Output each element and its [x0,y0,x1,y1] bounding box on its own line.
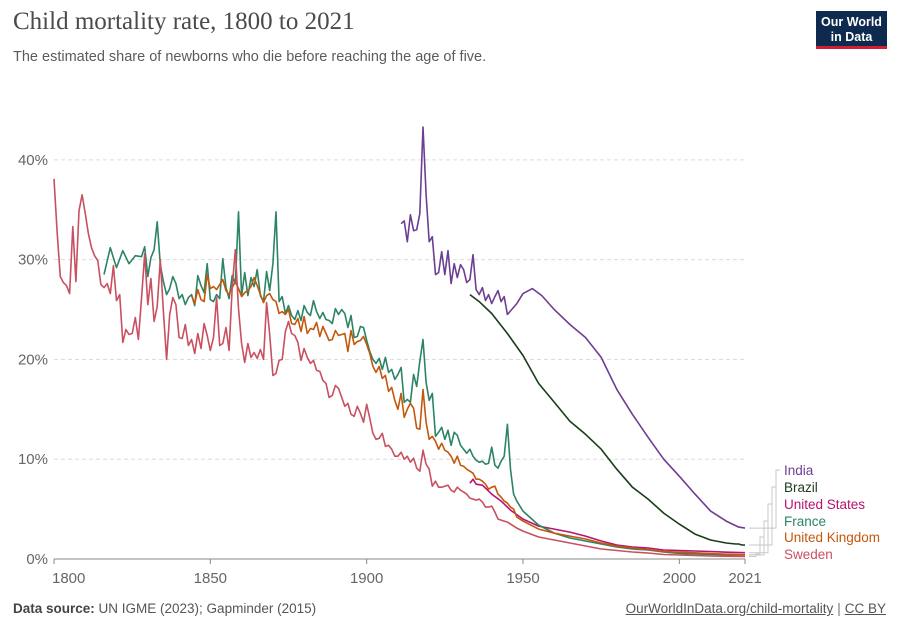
x-tick-label: 1800 [52,570,85,587]
y-tick-label: 0% [26,551,48,568]
legend-connector [749,486,776,546]
legend-label-united-states[interactable]: United States [784,497,865,512]
series-line-france[interactable] [103,211,746,556]
license-link[interactable]: CC BY [844,601,886,616]
y-tick-label: 40% [18,152,48,169]
data-source-label: Data source: [13,601,95,616]
logo-line-2: in Data [830,30,873,44]
y-tick-label: 30% [18,252,48,269]
data-source: Data source: UN IGME (2023); Gapminder (… [13,601,316,616]
legend-connector [749,520,768,556]
legend-label-brazil[interactable]: Brazil [784,480,818,495]
owid-logo[interactable]: Our World in Data [816,11,887,49]
legend-connector [749,503,772,554]
series-line-india[interactable] [400,126,746,529]
legend-label-sweden[interactable]: Sweden [784,547,833,562]
x-tick-label: 1900 [350,570,383,587]
legend-connector [749,553,760,557]
source-link[interactable]: OurWorldInData.org/child-mortality [625,601,834,616]
logo-line-1: Our World [821,15,882,29]
series-line-united-states[interactable] [469,478,746,554]
chart-title: Child mortality rate, 1800 to 2021 [13,8,355,35]
legend-label-united-kingdom[interactable]: United Kingdom [784,530,880,545]
legend-label-france[interactable]: France [784,514,826,529]
y-tick-label: 20% [18,351,48,368]
x-tick-label: 1950 [506,570,539,587]
series-line-brazil[interactable] [469,293,745,546]
series-line-sweden[interactable] [53,178,746,558]
x-tick-label: 2021 [728,570,761,587]
series-line-united-kingdom[interactable] [190,273,746,556]
y-tick-label: 10% [18,451,48,468]
chart-subtitle: The estimated share of newborns who die … [13,49,487,65]
footer-links: OurWorldInData.org/child-mortality | CC BY [626,601,886,616]
footer-separator: | [837,601,841,616]
legend-connector [749,469,780,529]
x-tick-label: 1850 [194,570,227,587]
data-source-text: UN IGME (2023); Gapminder (2015) [94,601,317,616]
x-tick-label: 2000 [663,570,696,587]
legend-label-india[interactable]: India [784,463,814,478]
legend-connector [749,536,764,556]
